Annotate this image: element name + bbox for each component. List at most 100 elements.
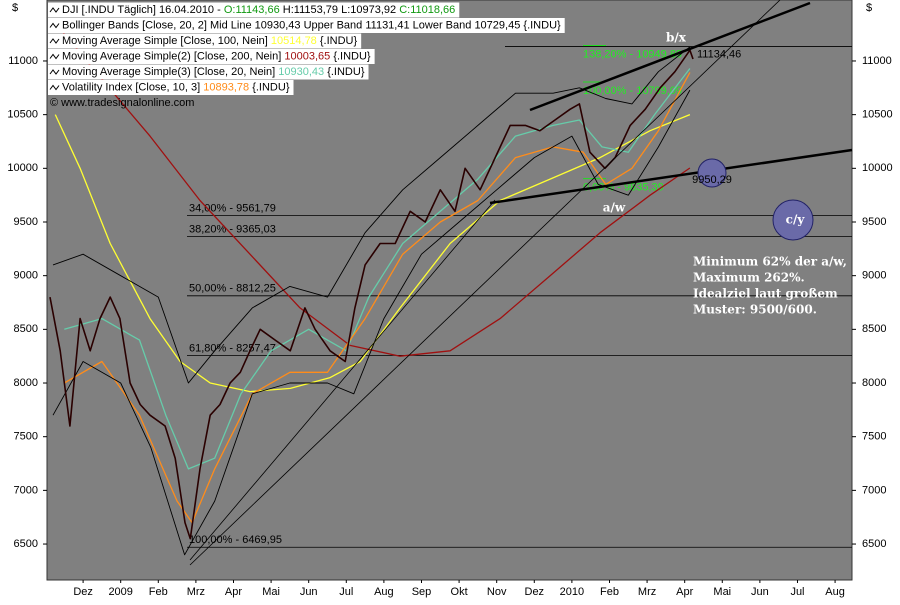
x-tick-label: Mai bbox=[262, 586, 280, 598]
legend-text: 10514,78 bbox=[271, 35, 317, 47]
x-tick-label: Feb bbox=[600, 586, 619, 598]
currency: $ bbox=[12, 2, 18, 14]
projection-label: 0,00% - 9835,39 bbox=[583, 182, 664, 194]
legend-row-bg bbox=[48, 33, 362, 49]
legend-text: {.INDU} bbox=[327, 66, 365, 78]
x-tick-label: Aug bbox=[374, 586, 394, 598]
currency: $ bbox=[866, 2, 872, 14]
wave-label: c/y bbox=[786, 213, 806, 227]
x-tick-label: Aug bbox=[825, 586, 845, 598]
x-tick-label: Jul bbox=[790, 586, 804, 598]
x-tick-label: Mai bbox=[713, 586, 731, 598]
series-line bbox=[59, 28, 691, 357]
x-tick-label: Mrz bbox=[638, 586, 656, 598]
legend-text: Bollinger Bands [Close, 20, 2] bbox=[62, 19, 207, 31]
legend-icon bbox=[49, 7, 60, 13]
y-tick-label: 8500 bbox=[14, 323, 38, 335]
legend-row: Moving Average Simple [Close, 100, Nein]… bbox=[62, 35, 357, 47]
legend-row: Volatility Index [Close, 10, 3] 10893,78… bbox=[62, 81, 290, 93]
y-tick-label: 9000 bbox=[862, 270, 886, 282]
fib-level-label: 50,00% - 8812,25 bbox=[189, 283, 276, 295]
x-tick-label: Sep bbox=[412, 586, 432, 598]
legend-text: 10930,43 bbox=[278, 66, 324, 78]
legend-text: H:11153,79 bbox=[283, 4, 338, 16]
price-line bbox=[49, 49, 694, 540]
series-line bbox=[52, 46, 691, 384]
trend-line bbox=[529, 1, 811, 112]
x-tick-label: Dez bbox=[525, 586, 545, 598]
legend-text: Lower Band bbox=[413, 19, 472, 31]
legend-text: L:10973,92 bbox=[341, 4, 396, 16]
legend-text: 11131,41 bbox=[365, 19, 409, 31]
legend: DJI [.INDU Täglich] 16.04.2010 - O:11143… bbox=[48, 2, 565, 109]
x-tick-label: Jun bbox=[300, 586, 318, 598]
legend-text: 10003,65 bbox=[284, 50, 330, 62]
legend-text: 10729,45 bbox=[474, 19, 520, 31]
legend-icon bbox=[49, 22, 60, 29]
fib-level-label: 38,20% - 9365,03 bbox=[189, 223, 276, 235]
plot: 34,00% - 9561,79 38,20% - 9365,03 50,00% -… bbox=[49, 28, 852, 556]
x-tick-label: Apr bbox=[676, 586, 693, 598]
legend-row-bg bbox=[48, 18, 565, 33]
y-tick-label: 8000 bbox=[862, 377, 886, 389]
fib-level-label: 61,80% - 8257,47 bbox=[189, 342, 276, 354]
legend-text: {.INDU} bbox=[523, 19, 561, 31]
projection-label: 100,00% - 10799,09 bbox=[583, 85, 682, 97]
trend-line bbox=[489, 148, 853, 205]
annotation: Muster: 9500/600. bbox=[693, 303, 817, 317]
target-label: 9950,29 bbox=[692, 174, 732, 186]
high-label: 11134,46 bbox=[697, 48, 741, 60]
legend-row-bg bbox=[48, 64, 369, 80]
legend-text: C:11018,66 bbox=[399, 4, 455, 16]
legend-text: Moving Average Simple(3) [Close, 20, Nei… bbox=[62, 66, 275, 78]
legend-text: {.INDU} bbox=[333, 50, 371, 62]
target-marker bbox=[772, 199, 814, 241]
y-tick-label: 7500 bbox=[862, 431, 886, 443]
y-tick-label: 6500 bbox=[862, 538, 886, 550]
legend-text: {.INDU} bbox=[252, 81, 290, 93]
annotation: Idealziel laut großem bbox=[693, 287, 838, 301]
x-tick-label: Apr bbox=[225, 586, 242, 598]
y-tick-label: 11000 bbox=[8, 55, 38, 67]
y-tick-label: 11000 bbox=[862, 55, 892, 67]
legend-text: Mid Line 10930,43 bbox=[210, 19, 301, 31]
legend-text: Upper Band bbox=[304, 19, 363, 31]
trend-line bbox=[189, 199, 496, 561]
annotation: Minimum 62% der a/w, bbox=[693, 255, 847, 269]
legend-text: 10893,78 bbox=[203, 81, 249, 93]
legend-row: Bollinger Bands [Close, 20, 2] Mid Line … bbox=[62, 19, 561, 31]
x-tick-label: Mrz bbox=[187, 586, 205, 598]
legend-text: Moving Average Simple [Close, 100, Nein] bbox=[62, 35, 268, 47]
legend-row: Moving Average Simple(2) [Close, 200, Ne… bbox=[62, 50, 371, 62]
plot-area bbox=[46, 0, 853, 581]
y-tick-label: 7000 bbox=[14, 484, 38, 496]
y-tick-label: 9000 bbox=[14, 270, 38, 282]
x-tick-label: Okt bbox=[451, 586, 468, 598]
series-line bbox=[64, 68, 691, 470]
legend-row-bg bbox=[48, 49, 375, 64]
series-line bbox=[63, 72, 691, 524]
legend-row-bg bbox=[48, 2, 460, 18]
fib-level-label: 34,00% - 9561,79 bbox=[189, 202, 276, 214]
projection-label: 138,20% - 10949,89 bbox=[583, 48, 682, 60]
y-tick-label: 10000 bbox=[7, 162, 38, 174]
legend-icon bbox=[49, 53, 60, 60]
watermark: © www.tradesignalonline.com bbox=[50, 97, 194, 109]
x-tick-label: Dez bbox=[73, 586, 93, 598]
x-tick-label: Jun bbox=[751, 586, 769, 598]
legend-row-bg bbox=[48, 80, 294, 95]
series-line bbox=[52, 89, 691, 556]
y-tick-label: 8000 bbox=[14, 377, 38, 389]
legend-text: Moving Average Simple(2) [Close, 200, Ne… bbox=[62, 50, 281, 62]
legend-row: DJI [.INDU Täglich] 16.04.2010 - O:11143… bbox=[62, 4, 455, 16]
x-tick-label: Nov bbox=[487, 586, 507, 598]
legend-text: O:11143,66 bbox=[224, 4, 280, 16]
legend-text: {.INDU} bbox=[320, 35, 358, 47]
y-tick-label: 9500 bbox=[862, 216, 886, 228]
wave-label: a/w bbox=[603, 201, 626, 215]
y-tick-label: 10000 bbox=[862, 162, 893, 174]
x-tick-label: 2009 bbox=[108, 586, 132, 598]
series-line bbox=[54, 113, 691, 393]
y-tick-label: 7500 bbox=[14, 431, 38, 443]
